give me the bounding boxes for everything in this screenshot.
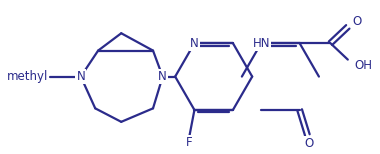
Text: N: N: [158, 70, 167, 83]
Text: HN: HN: [252, 37, 270, 50]
Text: O: O: [305, 137, 314, 150]
Text: N: N: [190, 37, 199, 50]
Text: O: O: [353, 15, 362, 28]
Text: N: N: [76, 70, 85, 83]
Text: OH: OH: [355, 59, 372, 72]
Text: F: F: [186, 136, 193, 149]
Text: methyl: methyl: [7, 70, 48, 83]
